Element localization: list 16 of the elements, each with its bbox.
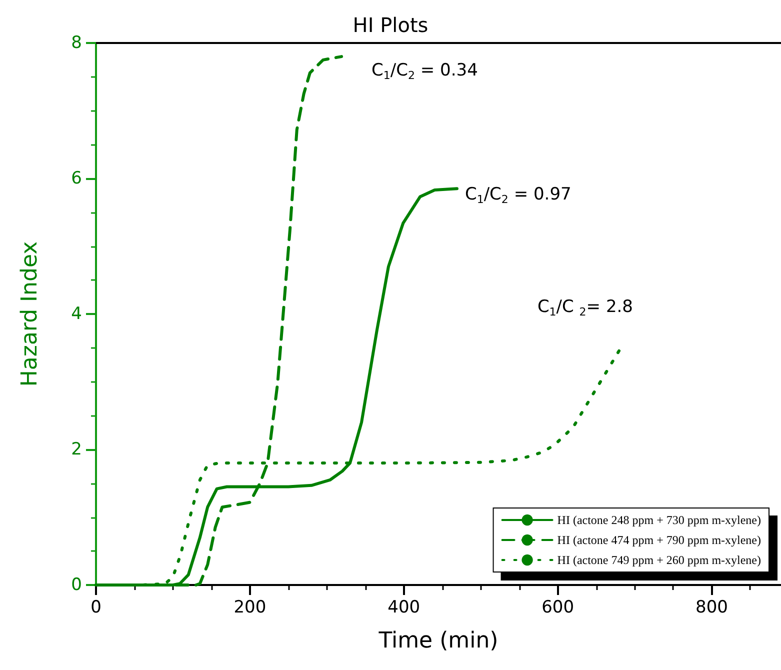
y-tick-label: 8 bbox=[71, 33, 82, 53]
y-tick-label: 0 bbox=[71, 575, 82, 595]
x-tick-label: 800 bbox=[696, 598, 728, 618]
legend-label: HI (actone 474 ppm + 790 ppm m-xylene) bbox=[557, 533, 762, 547]
y-axis-title: Hazard Index bbox=[18, 241, 42, 387]
legend-label: HI (actone 248 ppm + 730 ppm m-xylene) bbox=[557, 513, 762, 527]
y-tick-label: 4 bbox=[71, 304, 82, 324]
x-tick-label: 0 bbox=[90, 598, 102, 618]
x-tick-label: 200 bbox=[234, 598, 266, 618]
x-tick-label: 400 bbox=[388, 598, 420, 618]
x-tick-label: 600 bbox=[542, 598, 574, 618]
y-tick-label: 2 bbox=[71, 440, 82, 460]
x-axis-title: Time (min) bbox=[378, 628, 498, 654]
legend-label: HI (actone 749 ppm + 260 ppm m-xylene) bbox=[557, 553, 762, 567]
y-tick-label: 6 bbox=[71, 168, 82, 188]
chart-title: HI Plots bbox=[352, 13, 428, 37]
